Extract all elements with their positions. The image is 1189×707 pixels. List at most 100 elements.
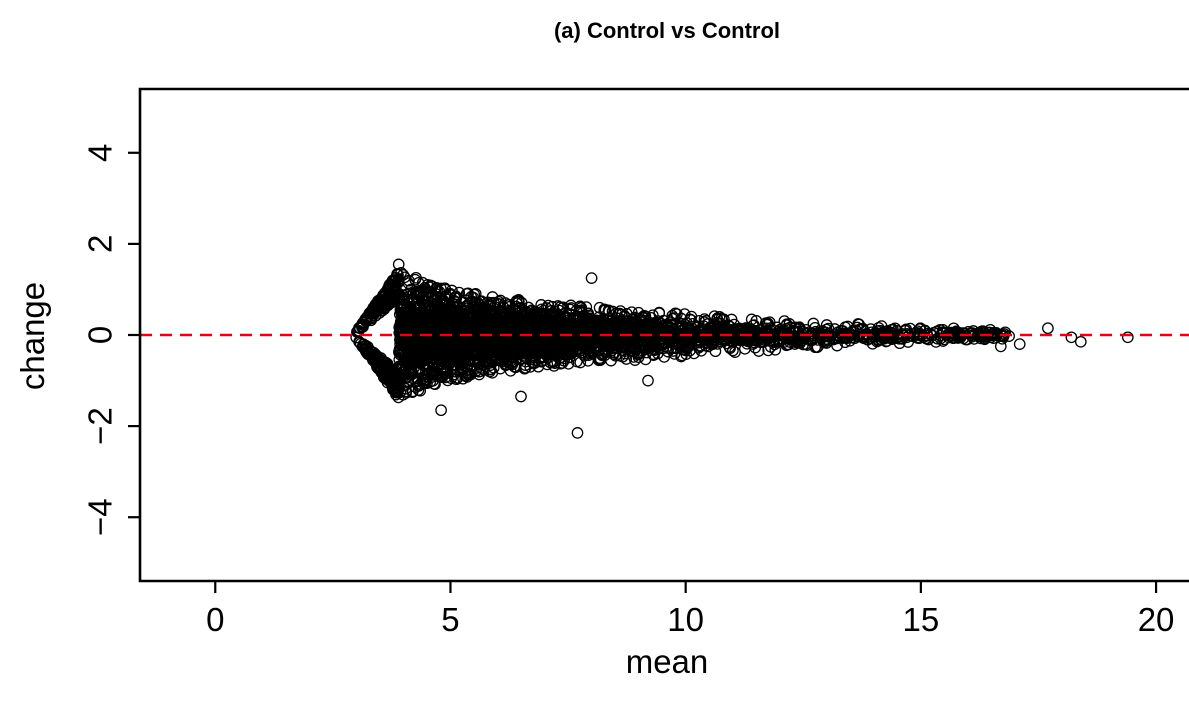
data-point [718, 313, 730, 326]
data-point [511, 348, 524, 360]
data-point [515, 390, 527, 403]
data-point [409, 273, 422, 286]
x-tick-label: 10 [667, 601, 704, 638]
y-tick-label: 4 [82, 144, 119, 162]
data-point [412, 366, 425, 379]
data-point [467, 355, 479, 368]
data-point [413, 362, 425, 375]
data-point [417, 314, 430, 327]
data-point [615, 320, 628, 333]
data-point [396, 346, 409, 358]
data-point [554, 357, 567, 370]
data-point [594, 352, 606, 364]
data-point [408, 310, 421, 322]
data-point [451, 342, 463, 354]
data-point [435, 404, 447, 417]
data-point [480, 349, 493, 362]
data-point [528, 308, 541, 321]
data-point [501, 358, 513, 371]
data-point [438, 331, 451, 343]
data-point [703, 325, 715, 338]
data-point [608, 324, 621, 337]
data-point [418, 373, 431, 386]
data-point [651, 341, 663, 354]
data-point [381, 369, 394, 382]
data-point [577, 340, 589, 352]
data-point [872, 333, 885, 346]
data-point [438, 305, 451, 317]
y-tick-label: 2 [82, 235, 119, 253]
data-point [653, 307, 666, 320]
data-point [585, 272, 598, 284]
data-point [404, 309, 417, 322]
data-point [602, 317, 615, 330]
data-point [599, 336, 611, 349]
data-point [977, 325, 990, 338]
x-tick-label: 0 [206, 601, 224, 638]
data-point [369, 309, 382, 322]
data-point [493, 306, 506, 319]
data-point [520, 336, 533, 349]
data-point [548, 305, 561, 318]
data-point [693, 339, 706, 352]
data-point [371, 302, 384, 314]
chart-title: (a) Control vs Control [554, 18, 780, 43]
data-point [783, 318, 796, 330]
data-point [463, 296, 476, 309]
data-point [531, 322, 543, 334]
data-point [412, 384, 425, 396]
data-point [424, 339, 437, 351]
data-point [450, 291, 463, 304]
data-point [395, 304, 408, 316]
data-point [529, 350, 542, 363]
data-point [454, 303, 467, 316]
data-point [470, 338, 482, 351]
data-point [644, 339, 657, 351]
data-point [400, 288, 412, 301]
data-point [436, 363, 449, 376]
data-point [469, 296, 482, 309]
data-point [532, 323, 545, 336]
data-point [446, 317, 459, 330]
data-point [625, 337, 637, 349]
y-axis-label: change [14, 282, 51, 390]
scatter-points [350, 258, 1134, 439]
x-tick-label: 20 [1138, 601, 1175, 638]
data-point [675, 350, 687, 363]
data-point [502, 343, 515, 356]
x-axis-label: mean [626, 643, 709, 680]
data-point [406, 324, 419, 337]
data-point [376, 291, 388, 304]
data-point [1042, 322, 1054, 335]
data-point [463, 368, 475, 381]
data-point [547, 356, 560, 368]
data-point [400, 360, 413, 373]
data-point [642, 374, 654, 387]
data-point [729, 346, 741, 358]
data-point [520, 341, 533, 354]
data-point [580, 339, 593, 352]
data-point [978, 332, 991, 345]
data-point [684, 344, 696, 357]
data-point [595, 332, 608, 345]
data-point [811, 341, 824, 353]
data-point [879, 327, 892, 339]
data-point [494, 294, 507, 307]
data-point [392, 273, 405, 286]
data-point [795, 331, 807, 344]
data-point [787, 334, 800, 346]
data-point [639, 353, 652, 366]
data-point [447, 306, 460, 319]
data-point [613, 312, 626, 325]
data-point [512, 294, 525, 307]
data-point [423, 311, 436, 324]
data-point [395, 347, 407, 360]
data-point [845, 331, 858, 344]
data-point [439, 282, 451, 295]
data-point [636, 315, 649, 327]
data-point [441, 317, 454, 330]
data-point [725, 313, 738, 326]
data-point [625, 306, 638, 319]
data-point [554, 322, 567, 335]
